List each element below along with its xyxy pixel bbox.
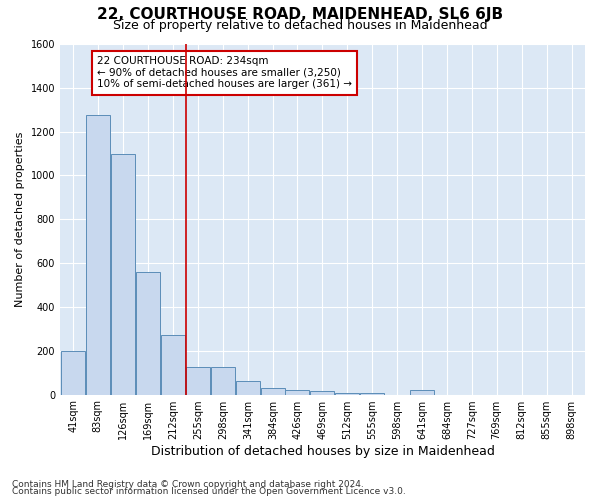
Bar: [310, 392, 334, 394]
Bar: [136, 272, 160, 394]
Bar: [261, 388, 285, 394]
Text: 22, COURTHOUSE ROAD, MAIDENHEAD, SL6 6JB: 22, COURTHOUSE ROAD, MAIDENHEAD, SL6 6JB: [97, 8, 503, 22]
Bar: [211, 367, 235, 394]
Bar: [161, 336, 185, 394]
Bar: [61, 351, 85, 395]
Text: Size of property relative to detached houses in Maidenhead: Size of property relative to detached ho…: [113, 18, 487, 32]
Y-axis label: Number of detached properties: Number of detached properties: [15, 132, 25, 307]
Bar: [285, 390, 309, 394]
Bar: [410, 390, 434, 394]
Bar: [186, 367, 210, 394]
Text: Contains public sector information licensed under the Open Government Licence v3: Contains public sector information licen…: [12, 488, 406, 496]
Bar: [86, 115, 110, 394]
Bar: [236, 382, 260, 394]
Text: Contains HM Land Registry data © Crown copyright and database right 2024.: Contains HM Land Registry data © Crown c…: [12, 480, 364, 489]
Text: 22 COURTHOUSE ROAD: 234sqm
← 90% of detached houses are smaller (3,250)
10% of s: 22 COURTHOUSE ROAD: 234sqm ← 90% of deta…: [97, 56, 352, 90]
X-axis label: Distribution of detached houses by size in Maidenhead: Distribution of detached houses by size …: [151, 444, 494, 458]
Bar: [111, 154, 135, 394]
